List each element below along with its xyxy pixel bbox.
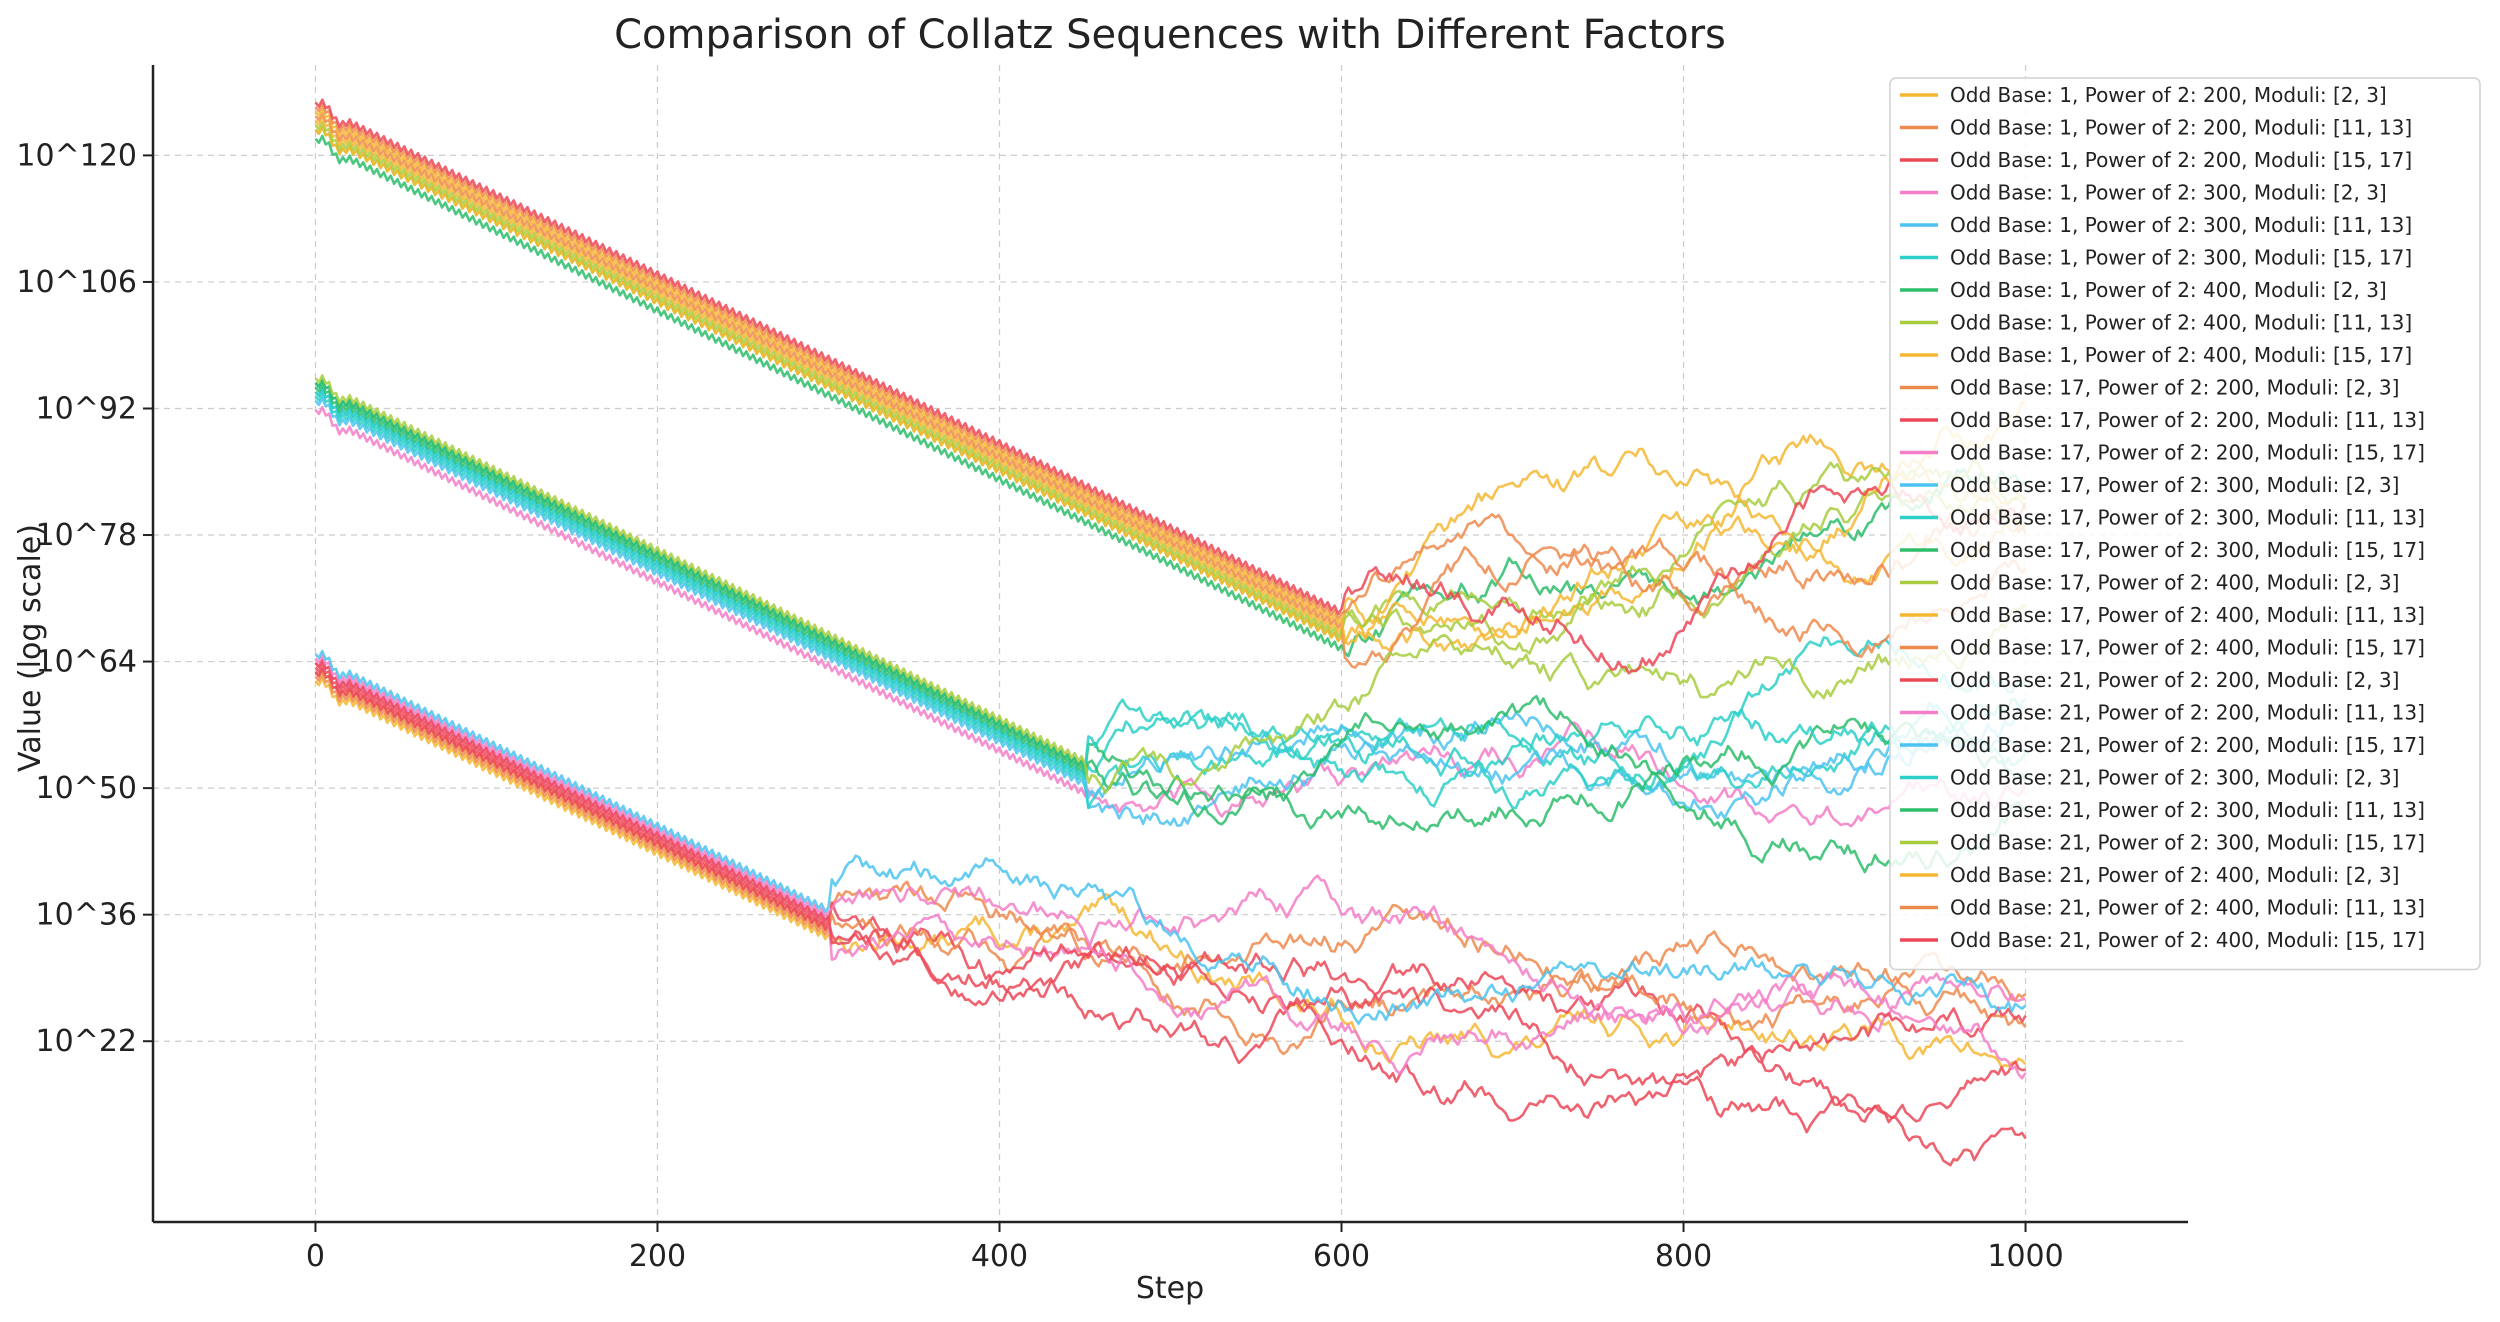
x-axis-label: Step [1136, 1271, 1204, 1306]
legend-entry: Odd Base: 21, Power of 2: 200, Moduli: [… [1950, 668, 2399, 692]
y-tick-label: 10^78 [36, 518, 137, 553]
series-line [314, 658, 2026, 1033]
legend-entry: Odd Base: 17, Power of 2: 200, Moduli: [… [1950, 408, 2425, 432]
y-tick-label: 10^50 [36, 771, 137, 806]
y-tick-label: 10^22 [36, 1024, 137, 1059]
legend-entry: Odd Base: 1, Power of 2: 400, Moduli: [1… [1950, 343, 2412, 367]
y-tick-label: 10^36 [36, 898, 137, 933]
legend-entry: Odd Base: 21, Power of 2: 200, Moduli: [… [1950, 701, 2425, 725]
x-tick-label: 0 [306, 1239, 325, 1274]
x-tick-label: 200 [629, 1239, 686, 1274]
series-lines [314, 98, 2027, 1167]
legend-entry: Odd Base: 1, Power of 2: 200, Moduli: [1… [1950, 116, 2412, 140]
series-line [314, 667, 2027, 1167]
y-ticks: 10^22 10^36 10^50 10^64 10^78 10^92 10^106 10^1… [16, 138, 153, 1059]
legend-entry: Odd Base: 1, Power of 2: 200, Moduli: [1… [1950, 148, 2412, 172]
series-line [314, 676, 2027, 1068]
series-line [314, 374, 2027, 795]
series-line [314, 658, 2027, 1122]
series-line [314, 107, 2026, 646]
y-tick-label: 10^120 [16, 138, 137, 173]
chart-title: Comparison of Collatz Sequences with Dif… [614, 12, 1726, 58]
legend-entry: Odd Base: 1, Power of 2: 300, Moduli: [1… [1950, 213, 2412, 237]
x-tick-label: 800 [1655, 1239, 1712, 1274]
x-ticks: 0 200 400 600 800 1000 [306, 1222, 2064, 1274]
series-line [314, 383, 2027, 833]
y-tick-label: 10^106 [16, 265, 137, 300]
series-line [314, 116, 2027, 652]
y-tick-label: 10^92 [36, 391, 137, 426]
x-tick-label: 400 [971, 1239, 1028, 1274]
series-line [314, 378, 2027, 874]
x-tick-label: 600 [1313, 1239, 1370, 1274]
legend-entry: Odd Base: 17, Power of 2: 400, Moduli: [… [1950, 636, 2425, 660]
series-line [314, 663, 2026, 1134]
series-line [314, 125, 2027, 643]
y-tick-label: 10^64 [36, 645, 137, 680]
series-line [314, 649, 2027, 1025]
legend-entry: Odd Base: 1, Power of 2: 400, Moduli: [1… [1950, 311, 2412, 335]
gridlines [153, 65, 2188, 1222]
series-line [314, 378, 2027, 771]
legend-entry: Odd Base: 1, Power of 2: 400, Moduli: [2… [1950, 278, 2387, 302]
legend-frame [1889, 77, 2481, 971]
legend-entry: Odd Base: 21, Power of 2: 300, Moduli: [… [1950, 766, 2399, 790]
legend-entry: Odd Base: 1, Power of 2: 300, Moduli: [2… [1950, 181, 2387, 205]
series-line [314, 134, 2027, 658]
series-line [314, 112, 2027, 669]
legend-entry: Odd Base: 21, Power of 2: 200, Moduli: [… [1950, 733, 2425, 757]
legend-entry: Odd Base: 17, Power of 2: 400, Moduli: [… [1950, 603, 2425, 627]
legend-entry: Odd Base: 17, Power of 2: 200, Moduli: [… [1950, 376, 2399, 400]
x-tick-label: 1000 [1987, 1239, 2063, 1274]
legend-entry: Odd Base: 17, Power of 2: 400, Moduli: [… [1950, 571, 2399, 595]
series-line [314, 654, 2027, 1080]
legend-entry: Odd Base: 17, Power of 2: 300, Moduli: [… [1950, 506, 2425, 530]
legend-entry: Odd Base: 17, Power of 2: 200, Moduli: [… [1950, 441, 2425, 465]
legend-entry: Odd Base: 17, Power of 2: 300, Moduli: [… [1950, 473, 2399, 497]
legend-entry: Odd Base: 21, Power of 2: 300, Moduli: [… [1950, 798, 2425, 822]
legend-entry: Odd Base: 21, Power of 2: 400, Moduli: [… [1950, 928, 2425, 952]
legend-entry: Odd Base: 1, Power of 2: 200, Moduli: [2… [1950, 83, 2387, 107]
legend-entry: Odd Base: 21, Power of 2: 300, Moduli: [… [1950, 831, 2425, 855]
series-line [314, 98, 2027, 675]
series-line [314, 387, 2027, 810]
series-line [314, 121, 2027, 655]
series-line [314, 396, 2026, 827]
series-line [314, 392, 2027, 810]
legend-entry: Odd Base: 17, Power of 2: 300, Moduli: [… [1950, 538, 2425, 562]
axes [151, 65, 2188, 1224]
series-line [314, 405, 2027, 828]
legend: Odd Base: 1, Power of 2: 200, Moduli: [2… [1889, 77, 2481, 971]
legend-entry: Odd Base: 21, Power of 2: 400, Moduli: [… [1950, 863, 2399, 887]
y-axis-label: Value (log scale) [13, 524, 48, 772]
legend-entry: Odd Base: 1, Power of 2: 300, Moduli: [1… [1950, 246, 2412, 270]
legend-entry: Odd Base: 21, Power of 2: 400, Moduli: [… [1950, 896, 2425, 920]
